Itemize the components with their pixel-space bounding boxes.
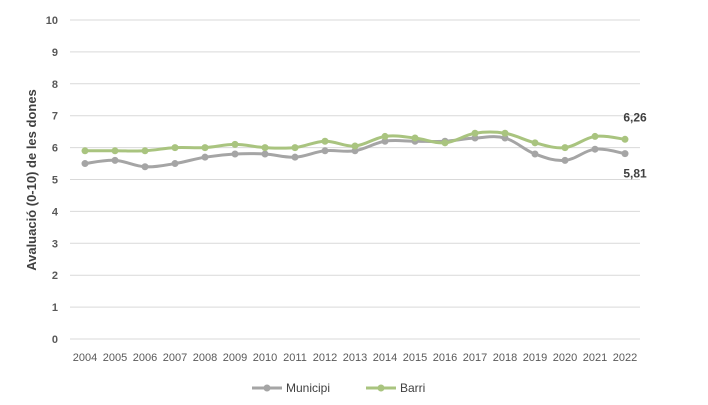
y-tick-label: 3	[52, 238, 58, 250]
x-tick-label: 2016	[433, 352, 457, 364]
data-point	[171, 144, 179, 152]
data-point	[291, 153, 299, 161]
x-tick-label: 2014	[373, 352, 397, 364]
data-point	[591, 145, 599, 153]
y-tick-label: 6	[52, 143, 58, 155]
y-tick-label: 7	[52, 111, 58, 123]
legend-item-municipi: Municipi	[252, 381, 330, 395]
data-point	[201, 144, 209, 152]
data-point	[231, 150, 239, 158]
legend-marker	[377, 384, 385, 392]
y-tick-label: 0	[52, 334, 58, 346]
data-point	[111, 147, 119, 155]
legend: Municipi Barri	[252, 381, 425, 395]
data-point	[381, 137, 389, 145]
x-tick-label: 2021	[583, 352, 607, 364]
series	[81, 129, 629, 171]
legend-label: Barri	[400, 381, 425, 395]
data-point	[231, 140, 239, 148]
data-point	[321, 137, 329, 145]
y-tick-label: 5	[52, 175, 58, 187]
series-municipi	[81, 134, 629, 171]
data-point	[381, 132, 389, 140]
data-point	[591, 132, 599, 140]
legend-marker	[263, 384, 271, 392]
y-tick-label: 1	[52, 302, 58, 314]
y-tick-label: 8	[52, 79, 58, 91]
y-tick-label: 10	[46, 15, 58, 27]
data-point	[321, 147, 329, 155]
data-point	[81, 160, 89, 168]
data-label: 5,81	[623, 167, 647, 181]
data-point	[81, 147, 89, 155]
data-labels: 5,81 6,26	[623, 110, 647, 180]
data-point	[621, 135, 629, 143]
data-point	[141, 163, 149, 171]
data-point	[171, 160, 179, 168]
data-point	[501, 129, 509, 137]
x-axis-ticks: 2004 2005 2006 2007 2008 2009 2010 2011 2012 2013…	[73, 352, 637, 364]
x-tick-label: 2011	[283, 352, 307, 364]
x-tick-label: 2009	[223, 352, 247, 364]
gridlines	[70, 19, 640, 340]
x-tick-label: 2018	[493, 352, 517, 364]
data-point	[531, 139, 539, 147]
data-point	[621, 150, 629, 158]
y-tick-label: 4	[52, 206, 59, 218]
y-axis-label: Avaluació (0-10) de les dones	[24, 89, 39, 271]
data-point	[501, 134, 509, 142]
y-tick-label: 2	[52, 270, 58, 282]
series-barri	[81, 129, 629, 155]
x-tick-label: 2005	[103, 352, 127, 364]
data-point	[261, 144, 269, 152]
legend-item-barri: Barri	[366, 381, 425, 395]
data-point	[351, 142, 359, 150]
y-axis-ticks: 0 1 2 3 4 5 6 7 8 9 10	[46, 15, 59, 346]
x-tick-label: 2007	[163, 352, 187, 364]
data-point	[351, 147, 359, 155]
data-point	[111, 156, 119, 164]
x-tick-label: 2020	[553, 352, 577, 364]
x-tick-label: 2022	[613, 352, 637, 364]
x-tick-label: 2004	[73, 352, 97, 364]
x-tick-label: 2019	[523, 352, 547, 364]
x-tick-label: 2008	[193, 352, 217, 364]
x-tick-label: 2012	[313, 352, 337, 364]
data-point	[561, 144, 569, 152]
x-tick-label: 2006	[133, 352, 157, 364]
data-point	[261, 150, 269, 158]
data-point	[531, 150, 539, 158]
data-point	[471, 129, 479, 137]
data-point	[441, 139, 449, 147]
data-point	[291, 144, 299, 152]
data-point	[141, 147, 149, 155]
x-tick-label: 2013	[343, 352, 367, 364]
x-tick-label: 2015	[403, 352, 427, 364]
data-point	[561, 156, 569, 164]
legend-label: Municipi	[286, 381, 330, 395]
data-label: 6,26	[623, 110, 647, 124]
y-tick-label: 9	[52, 47, 58, 59]
data-point	[471, 134, 479, 142]
x-tick-label: 2010	[253, 352, 277, 364]
data-point	[201, 153, 209, 161]
x-tick-label: 2017	[463, 352, 487, 364]
data-point	[411, 134, 419, 142]
